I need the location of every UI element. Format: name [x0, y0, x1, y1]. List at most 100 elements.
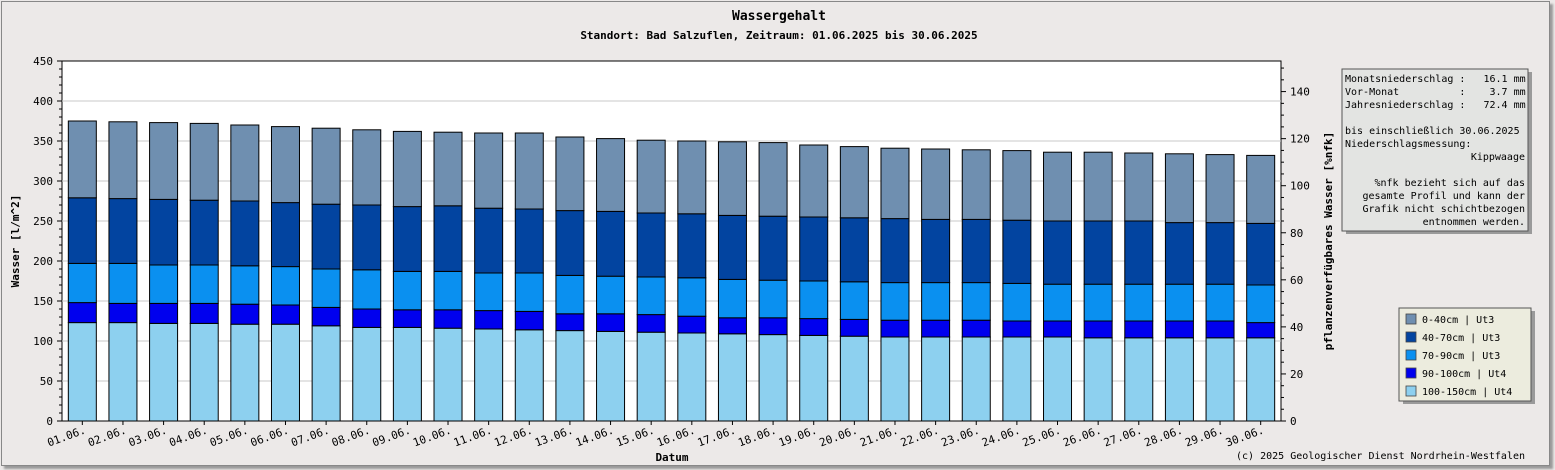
bar-segment: [230, 303, 260, 325]
bar-segment: [149, 198, 179, 266]
bar-segment: [352, 308, 382, 328]
x-tick-label: 18.06.: [736, 424, 778, 450]
y-tick-label: 350: [33, 135, 53, 148]
bar-segment: [555, 313, 585, 332]
bar-segment: [596, 275, 626, 315]
plot-area: [61, 60, 1282, 422]
bar-segment: [1083, 283, 1113, 322]
bar-segment: [677, 315, 707, 334]
bar-segment: [230, 200, 260, 267]
bar-segment: [1002, 150, 1032, 221]
y2-axis-ticks: 0 20 40 60 80 100 120 140: [1281, 67, 1310, 428]
bar-segment: [880, 218, 910, 284]
y-tick-label: 450: [33, 55, 53, 68]
x-tick-label: 24.06.: [980, 424, 1022, 450]
bar-segment: [636, 314, 666, 333]
y2-tick-label: 0: [1290, 415, 1297, 428]
bar-segment: [270, 304, 300, 325]
y-axis-ticks: 0 50 100 150 200 250 300 350 400 450: [33, 55, 62, 428]
bar-segment: [352, 204, 382, 271]
legend-swatch: [1405, 367, 1417, 379]
x-tick-label: 12.06.: [493, 424, 535, 450]
y2-axis-label: pflanzenverfügbares Wasser [%nfk]: [1322, 132, 1335, 351]
x-tick-label: 02.06.: [86, 424, 128, 450]
legend-label: 0-40cm | Ut3: [1422, 315, 1494, 326]
bar-segment: [67, 197, 97, 264]
bar-segment: [596, 138, 626, 212]
bar-segment: [799, 280, 829, 320]
bar-segment: [961, 319, 991, 338]
bar-segment: [1205, 337, 1235, 422]
bar-segment: [67, 322, 97, 422]
x-tick-label: 09.06.: [371, 424, 413, 450]
bar-segment: [514, 208, 544, 274]
bar-segment: [108, 322, 138, 422]
bar-segment: [1164, 283, 1194, 322]
bar-segment: [880, 282, 910, 321]
y2-tick-label: 120: [1290, 133, 1310, 146]
y-tick-label: 200: [33, 255, 53, 268]
legend-swatch: [1405, 331, 1417, 343]
x-tick-label: 16.06.: [655, 424, 697, 450]
info-line-8: %nfk bezieht sich auf das: [1374, 178, 1525, 189]
bar-segment: [758, 142, 788, 217]
x-tick-label: 23.06.: [939, 424, 981, 450]
x-tick-label: 26.06.: [1061, 424, 1103, 450]
bar-segment: [677, 277, 707, 317]
bar-segment: [1124, 283, 1154, 322]
bar-segment: [1246, 337, 1276, 422]
bar-segment: [1002, 219, 1032, 284]
bar-segment: [596, 313, 626, 332]
bar-segment: [392, 270, 422, 311]
bar-segment: [758, 334, 788, 422]
y-tick-label: 50: [40, 375, 53, 388]
bar-segment: [1124, 152, 1154, 222]
bar-segment: [636, 331, 666, 422]
bar-segment: [514, 310, 544, 331]
bar-segment: [352, 326, 382, 422]
info-line-0: Monatsniederschlag : 16.1 mm: [1345, 74, 1526, 85]
x-tick-label: 04.06.: [167, 424, 209, 450]
bar-segment: [1043, 151, 1073, 222]
bar-segment: [392, 206, 422, 272]
x-tick-label: 20.06.: [818, 424, 860, 450]
y2-tick-label: 100: [1290, 180, 1310, 193]
x-tick-label: 25.06.: [1021, 424, 1063, 450]
bar-segment: [189, 199, 219, 266]
info-line-6: Kippwaage: [1471, 152, 1525, 163]
bar-segment: [1164, 337, 1194, 422]
bar-segment: [880, 319, 910, 338]
bar-segment: [392, 326, 422, 422]
bar-segment: [108, 121, 138, 200]
x-tick-label: 10.06.: [411, 424, 453, 450]
bar-segment: [189, 122, 219, 201]
bar-segment: [1246, 154, 1276, 224]
y-tick-label: 400: [33, 95, 53, 108]
gridlines: [62, 100, 1281, 382]
bar-segment: [1246, 284, 1276, 324]
legend-label: 70-90cm | Ut3: [1422, 351, 1500, 362]
bar-segment: [1043, 320, 1073, 338]
x-tick-label: 07.06.: [289, 424, 331, 450]
bar-segment: [880, 147, 910, 220]
bar-segment: [1124, 337, 1154, 422]
bar-segment: [230, 124, 260, 202]
bar-segment: [149, 264, 179, 304]
bar-segment: [352, 269, 382, 310]
bar-segment: [474, 310, 504, 330]
bar-segment: [1164, 222, 1194, 285]
bar-segment: [839, 318, 869, 337]
legend-label: 90-100cm | Ut4: [1422, 369, 1506, 380]
x-tick-label: 03.06.: [127, 424, 169, 450]
bar-segment: [839, 335, 869, 422]
bar-segment: [636, 212, 666, 278]
bar-segment: [717, 214, 747, 280]
bar-segment: [433, 327, 463, 422]
chart-title: Wassergehalt: [732, 9, 826, 24]
bar-segment: [189, 322, 219, 422]
x-tick-label: 19.06.: [777, 424, 819, 450]
info-line-1: Vor-Monat : 3.7 mm: [1345, 87, 1526, 98]
bar-segment: [839, 281, 869, 320]
y2-tick-label: 140: [1290, 86, 1310, 99]
